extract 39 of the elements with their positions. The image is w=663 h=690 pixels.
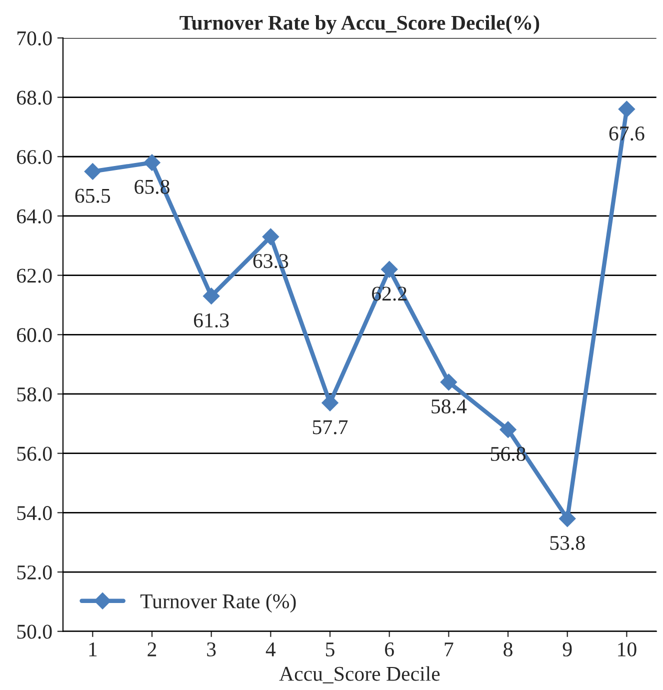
point	[500, 421, 516, 438]
x-tick-label: 6	[385, 642, 394, 656]
point	[322, 394, 338, 412]
y-tick-label: 62.0	[17, 268, 52, 283]
x-axis-title: Accu_Score Decile	[279, 666, 440, 684]
x-tick-label: 5	[326, 642, 334, 656]
y-tick-label: 56.0	[17, 446, 52, 461]
data-label: 57.7	[312, 420, 348, 434]
x-tick-label: 1	[89, 642, 97, 656]
data-label: 65.5	[75, 188, 110, 203]
x-tick-label: 9	[562, 642, 572, 656]
legend-label: Turnover Rate (%)	[140, 594, 296, 613]
y-tick-label: 66.0	[17, 150, 52, 164]
point	[84, 163, 102, 180]
x-tick-label: 3	[207, 642, 216, 656]
point	[144, 154, 160, 171]
point	[202, 288, 220, 304]
y-tick-label: 50.0	[17, 624, 52, 639]
point	[558, 510, 576, 527]
x-tick-label: 2	[148, 642, 156, 656]
point	[380, 261, 398, 278]
x-tick-label: 10	[618, 642, 636, 656]
data-label: 61.3	[194, 313, 229, 328]
point	[618, 100, 636, 118]
chart-title: Turnover Rate by Accu_Score Decile(%)	[180, 15, 540, 34]
y-tick-label: 68.0	[17, 90, 52, 105]
y-tick-label: 52.0	[17, 565, 52, 580]
y-tick-label: 60.0	[17, 328, 52, 342]
x-tick-label: 8	[504, 642, 512, 656]
point	[440, 374, 458, 390]
y-tick-label: 70.0	[17, 31, 52, 46]
y-tick-label: 64.0	[17, 209, 52, 224]
y-tick-label: 58.0	[17, 387, 52, 402]
data-label: 53.8	[550, 536, 585, 550]
x-tick-label: 7	[444, 642, 454, 656]
y-tick-label: 54.0	[17, 506, 52, 520]
x-tick-label: 4	[266, 642, 276, 656]
data-label: 58.4	[432, 399, 467, 414]
point	[262, 228, 280, 246]
